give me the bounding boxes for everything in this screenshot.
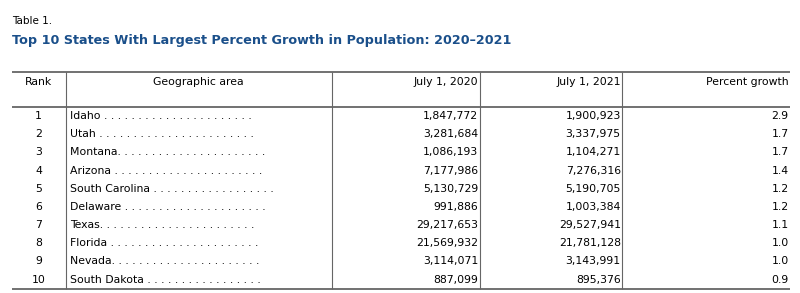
Text: South Carolina . . . . . . . . . . . . . . . . . .: South Carolina . . . . . . . . . . . . .… — [70, 184, 274, 194]
Text: July 1, 2020: July 1, 2020 — [414, 77, 478, 87]
Text: 5,130,729: 5,130,729 — [423, 184, 478, 194]
Text: 3,281,684: 3,281,684 — [423, 129, 478, 139]
Text: Table 1.: Table 1. — [12, 16, 52, 26]
Text: 5,190,705: 5,190,705 — [566, 184, 621, 194]
Text: 1,847,772: 1,847,772 — [423, 111, 478, 121]
Text: 1,900,923: 1,900,923 — [566, 111, 621, 121]
Text: 1.4: 1.4 — [772, 166, 789, 176]
Text: 1.7: 1.7 — [772, 147, 789, 157]
Text: 3,143,991: 3,143,991 — [566, 256, 621, 266]
Text: 1,003,384: 1,003,384 — [566, 202, 621, 212]
Text: Rank: Rank — [25, 77, 52, 87]
Text: Idaho . . . . . . . . . . . . . . . . . . . . . .: Idaho . . . . . . . . . . . . . . . . . … — [70, 111, 252, 121]
Text: 1.0: 1.0 — [771, 238, 789, 248]
Text: 887,099: 887,099 — [434, 275, 478, 285]
Text: 1,104,271: 1,104,271 — [566, 147, 621, 157]
Text: 1.1: 1.1 — [772, 220, 789, 230]
Text: 0.9: 0.9 — [771, 275, 789, 285]
Text: 1: 1 — [35, 111, 42, 121]
Text: Percent growth: Percent growth — [706, 77, 789, 87]
Text: 895,376: 895,376 — [576, 275, 621, 285]
Text: Texas. . . . . . . . . . . . . . . . . . . . . . .: Texas. . . . . . . . . . . . . . . . . .… — [70, 220, 254, 230]
Text: Top 10 States With Largest Percent Growth in Population: 2020–2021: Top 10 States With Largest Percent Growt… — [12, 34, 511, 47]
Text: 8: 8 — [35, 238, 42, 248]
Text: Florida . . . . . . . . . . . . . . . . . . . . . .: Florida . . . . . . . . . . . . . . . . … — [70, 238, 258, 248]
Text: Montana. . . . . . . . . . . . . . . . . . . . . .: Montana. . . . . . . . . . . . . . . . .… — [70, 147, 266, 157]
Text: 21,569,932: 21,569,932 — [416, 238, 478, 248]
Text: 991,886: 991,886 — [434, 202, 478, 212]
Text: 1.2: 1.2 — [772, 184, 789, 194]
Text: 4: 4 — [35, 166, 42, 176]
Text: Geographic area: Geographic area — [153, 77, 244, 87]
Text: Utah . . . . . . . . . . . . . . . . . . . . . . .: Utah . . . . . . . . . . . . . . . . . .… — [70, 129, 254, 139]
Text: 1.0: 1.0 — [771, 256, 789, 266]
Text: Arizona . . . . . . . . . . . . . . . . . . . . . .: Arizona . . . . . . . . . . . . . . . . … — [70, 166, 262, 176]
Text: 5: 5 — [35, 184, 42, 194]
Text: 6: 6 — [35, 202, 42, 212]
Text: 3: 3 — [35, 147, 42, 157]
Text: 3,114,071: 3,114,071 — [423, 256, 478, 266]
Text: 1,086,193: 1,086,193 — [423, 147, 478, 157]
Text: 7,276,316: 7,276,316 — [566, 166, 621, 176]
Text: 29,527,941: 29,527,941 — [559, 220, 621, 230]
Text: 1.2: 1.2 — [772, 202, 789, 212]
Text: 29,217,653: 29,217,653 — [416, 220, 478, 230]
Text: 2: 2 — [35, 129, 42, 139]
Text: South Dakota . . . . . . . . . . . . . . . . .: South Dakota . . . . . . . . . . . . . .… — [70, 275, 261, 285]
Text: 1.7: 1.7 — [772, 129, 789, 139]
Text: 3,337,975: 3,337,975 — [566, 129, 621, 139]
Text: 21,781,128: 21,781,128 — [559, 238, 621, 248]
Text: 2.9: 2.9 — [772, 111, 789, 121]
Text: 7,177,986: 7,177,986 — [423, 166, 478, 176]
Text: 9: 9 — [35, 256, 42, 266]
Text: Nevada. . . . . . . . . . . . . . . . . . . . . .: Nevada. . . . . . . . . . . . . . . . . … — [70, 256, 260, 266]
Text: 10: 10 — [31, 275, 46, 285]
Text: 7: 7 — [35, 220, 42, 230]
Text: July 1, 2021: July 1, 2021 — [556, 77, 621, 87]
Text: Delaware . . . . . . . . . . . . . . . . . . . . .: Delaware . . . . . . . . . . . . . . . .… — [70, 202, 266, 212]
